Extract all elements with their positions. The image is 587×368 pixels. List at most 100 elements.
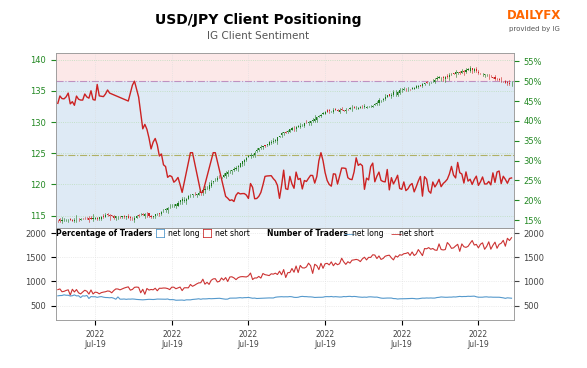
Bar [443,77,444,78]
Bar [56,81,514,228]
Bar [113,216,114,218]
Bar [242,161,243,164]
Bar [380,100,382,101]
Text: Percentage of Traders: Percentage of Traders [56,229,152,238]
Bar [434,79,436,82]
Bar [357,107,359,109]
Bar [426,82,427,83]
Bar [142,214,143,215]
Bar [266,144,268,145]
Bar [316,117,318,120]
Bar [177,203,178,206]
Bar [101,217,102,219]
Bar [188,196,189,199]
Bar [150,216,151,217]
Bar [509,83,510,84]
Bar [478,72,479,73]
Bar [418,86,419,87]
Text: USD/JPY Client Positioning: USD/JPY Client Positioning [155,13,362,27]
Bar [461,71,463,73]
Bar [252,155,253,156]
Bar [333,110,334,112]
Bar [352,107,353,108]
Bar [97,217,98,219]
Bar [389,95,390,96]
Bar [314,119,315,121]
Bar [159,213,160,214]
Bar [492,77,494,78]
Bar [339,110,340,112]
Bar [204,189,205,190]
Bar [470,68,471,71]
Bar [130,217,131,218]
Bar [223,176,224,177]
Bar [318,116,319,117]
Bar [115,216,116,218]
Bar [256,150,257,151]
Text: DAILYFX: DAILYFX [507,9,561,22]
Bar [463,71,464,72]
Bar [465,70,467,72]
Bar [306,122,307,123]
Bar [277,137,278,141]
Bar [157,213,158,215]
Bar [471,68,473,70]
Bar [149,213,150,216]
Bar [180,200,181,202]
Bar [379,100,380,103]
Bar [111,215,112,216]
Bar [329,110,330,111]
Bar [399,90,400,93]
Bar [279,136,280,137]
Bar [208,185,210,188]
Bar [403,89,404,90]
Bar [165,209,166,210]
Bar [176,204,177,206]
Bar [122,216,123,217]
Bar [138,215,139,216]
Bar [126,216,127,217]
Bar [467,69,468,70]
Bar [217,178,218,180]
Bar [134,217,135,220]
Bar [254,153,255,155]
Bar [262,146,264,147]
Bar [507,82,508,83]
Bar [449,75,450,77]
Bar [203,190,204,192]
Bar [169,206,170,207]
Text: provided by IG: provided by IG [509,26,559,32]
Bar [414,88,415,89]
Bar [424,83,425,84]
Bar [105,215,106,217]
Bar [238,166,239,167]
Bar [167,208,168,210]
Bar [384,97,386,99]
Bar [275,140,276,141]
Bar [72,220,73,221]
Bar [225,173,226,176]
Bar [345,110,346,112]
Bar [144,214,146,216]
Bar [453,73,454,74]
Bar [80,219,81,220]
Bar [474,69,475,71]
Text: —: — [390,229,402,239]
Bar [298,126,299,127]
Bar [295,127,296,130]
Text: —: — [343,229,355,239]
Bar [501,79,502,80]
Bar [283,132,284,133]
Text: net short: net short [215,229,249,238]
Bar [161,212,162,214]
Bar [99,217,100,219]
Bar [372,106,373,107]
Text: net long: net long [352,229,384,238]
Bar [95,218,96,219]
Bar [153,216,154,217]
Bar [387,95,388,96]
Bar [498,79,500,80]
Bar [62,220,63,221]
Bar [366,107,367,108]
Bar [438,77,440,78]
